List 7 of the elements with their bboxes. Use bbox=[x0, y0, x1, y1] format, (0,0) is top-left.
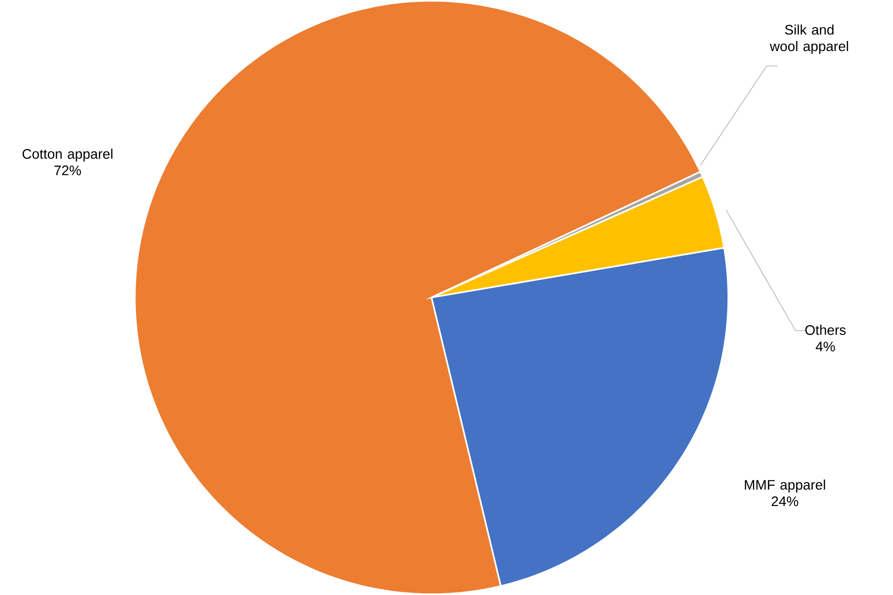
slice-label: Others bbox=[805, 324, 846, 335]
data-label: 24% bbox=[772, 496, 798, 506]
data-label: 72% bbox=[54, 166, 81, 176]
slice-label: Silk and wool apparel bbox=[770, 24, 848, 54]
slice-label: MMF apparel bbox=[744, 480, 826, 492]
data-label: 4% bbox=[816, 342, 835, 352]
slice-label: Cotton apparel bbox=[22, 148, 112, 162]
